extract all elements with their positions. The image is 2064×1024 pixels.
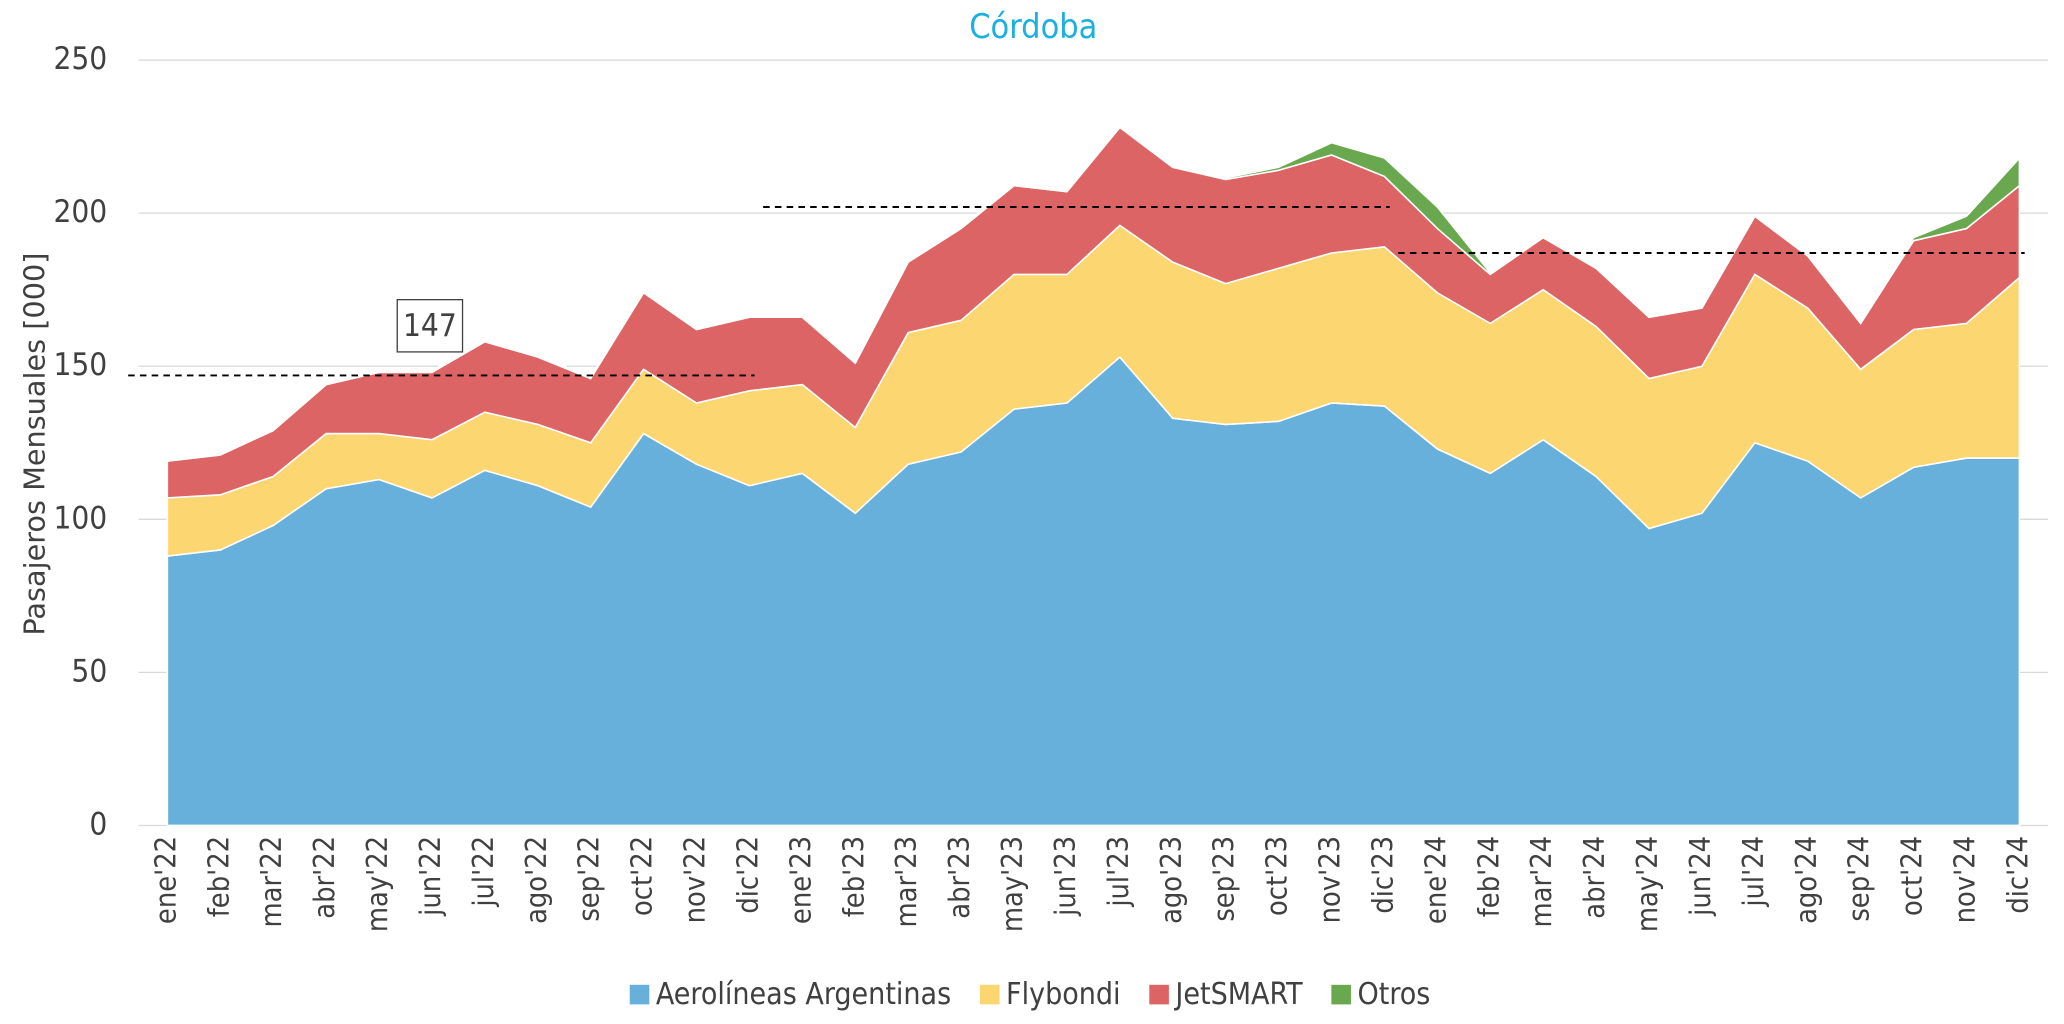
legend-swatch xyxy=(1149,984,1169,1005)
y-tick-label: 200 xyxy=(53,194,107,230)
area xyxy=(166,124,2021,463)
legend: Aerolíneas Argentinas Flybondi JetSMART Otr… xyxy=(629,977,1430,1012)
x-tick-label: dic'22 xyxy=(730,836,764,914)
x-tick-label: jun'22 xyxy=(413,836,447,917)
y-tick-label: 250 xyxy=(53,41,107,77)
x-tick-label: oct'24 xyxy=(1895,836,1929,916)
y-tick-label: 100 xyxy=(53,500,107,536)
x-tick-label: mar'23 xyxy=(889,836,923,928)
y-axis-title: Pasajeros Mensuales [000] xyxy=(18,253,52,636)
x-tick-label: ago'22 xyxy=(519,836,553,924)
y-tick-label: 50 xyxy=(71,653,107,689)
x-tick-label: ago'23 xyxy=(1154,836,1188,924)
x-tick-label: abr'24 xyxy=(1577,836,1611,919)
axis: 0 50 100 150 200 250 ene'22 feb'22 mar'22 abr'22 m… xyxy=(53,41,2034,932)
x-tick-label: dic'24 xyxy=(2000,836,2034,914)
x-tick-label: jul'24 xyxy=(1736,836,1770,908)
y-tick-label: 0 xyxy=(89,806,107,842)
legend-swatch xyxy=(979,984,1000,1005)
areas xyxy=(166,124,2021,827)
x-tick-label: feb'23 xyxy=(836,836,870,917)
x-tick-label: feb'22 xyxy=(201,836,235,917)
reference-label-box xyxy=(396,299,464,353)
legend-label: Aerolíneas Argentinas xyxy=(656,977,951,1012)
reference-lines: 147 xyxy=(128,206,2025,377)
x-tick-label: nov'24 xyxy=(1948,836,1982,923)
x-tick-label: ago'24 xyxy=(1789,836,1823,924)
x-tick-label: nov'22 xyxy=(678,836,712,923)
legend-swatch xyxy=(629,984,650,1005)
x-tick-label: ene'22 xyxy=(148,836,182,924)
x-tick-label: dic'23 xyxy=(1365,836,1399,914)
x-tick-label: may'23 xyxy=(995,836,1029,932)
x-tick-label: abr'23 xyxy=(942,836,976,919)
x-tick-label: jul'22 xyxy=(466,836,500,908)
x-tick-label: may'22 xyxy=(360,836,394,932)
x-tick-label: jun'24 xyxy=(1683,836,1717,917)
x-tick-label: ene'24 xyxy=(1418,836,1452,924)
x-tick-label: jul'23 xyxy=(1101,836,1135,908)
x-tick-label: sep'23 xyxy=(1207,836,1241,922)
x-tick-label: oct'23 xyxy=(1260,836,1294,916)
legend-label: JetSMART xyxy=(1173,977,1303,1012)
x-tick-label: nov'23 xyxy=(1313,836,1347,923)
legend-swatch xyxy=(1331,984,1351,1005)
legend-label: Flybondi xyxy=(1006,977,1121,1012)
x-tick-label: may'24 xyxy=(1630,836,1664,932)
reference-label: 147 xyxy=(403,308,457,344)
legend-label: Otros xyxy=(1357,977,1430,1012)
x-tick-label: mar'22 xyxy=(254,836,288,928)
x-tick-label: abr'22 xyxy=(307,836,341,919)
x-tick-label: feb'24 xyxy=(1471,836,1505,917)
y-tick-label: 150 xyxy=(53,347,107,383)
x-tick-label: ene'23 xyxy=(783,836,817,924)
chart-title: Córdoba xyxy=(969,7,1097,47)
x-tick-label: mar'24 xyxy=(1524,836,1558,928)
x-tick-label: jun'23 xyxy=(1048,836,1082,917)
x-tick-label: sep'24 xyxy=(1842,836,1876,922)
x-tick-label: sep'22 xyxy=(572,836,606,922)
x-tick-label: oct'22 xyxy=(625,836,659,916)
